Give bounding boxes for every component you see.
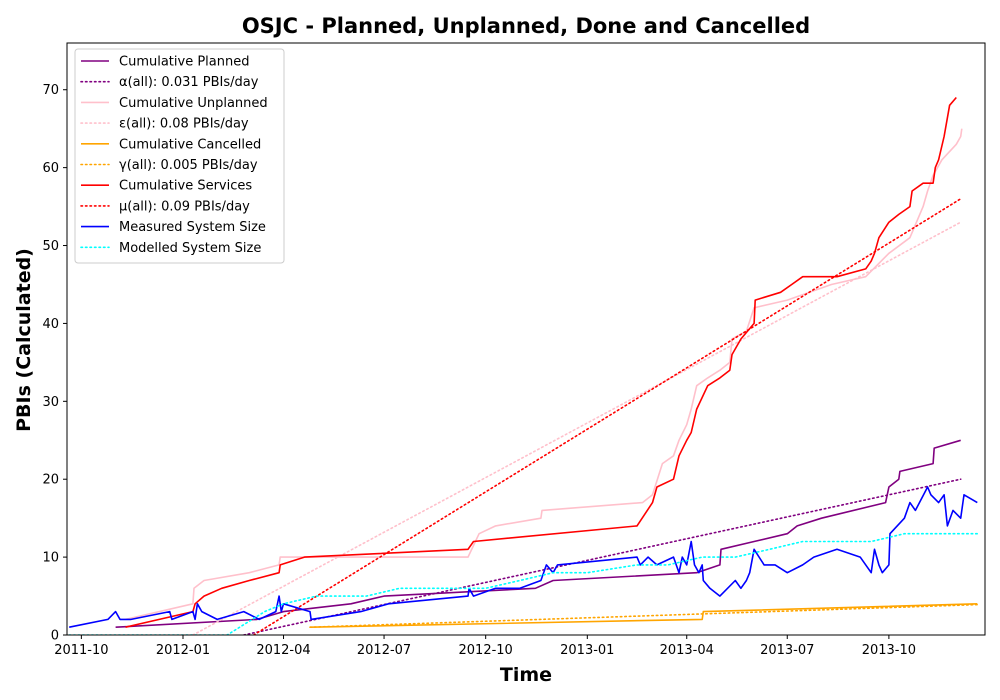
x-tick-label: 2012-10 xyxy=(459,643,513,658)
x-tick-label: 2013-07 xyxy=(760,643,814,658)
x-tick-label: 2013-04 xyxy=(660,643,714,658)
x-axis-label: Time xyxy=(500,664,552,686)
y-tick-label: 70 xyxy=(42,83,59,98)
y-tick-label: 40 xyxy=(42,317,59,332)
chart-title: OSJC - Planned, Unplanned, Done and Canc… xyxy=(242,14,810,38)
y-tick-label: 60 xyxy=(42,161,59,176)
legend-label: α(all): 0.031 PBIs/day xyxy=(119,75,259,90)
legend-label: Cumulative Cancelled xyxy=(119,137,261,152)
legend-label: μ(all): 0.09 PBIs/day xyxy=(119,199,250,214)
y-tick-label: 50 xyxy=(42,239,59,254)
y-tick-label: 10 xyxy=(42,551,59,566)
series-line-all-0-005-pbis-day xyxy=(309,603,979,628)
plot-frame xyxy=(66,42,986,636)
series-line-all-0-031-pbis-day xyxy=(243,478,962,635)
legend-label: Cumulative Unplanned xyxy=(119,96,268,111)
legend-box xyxy=(74,48,285,264)
legend: Cumulative Planned α(all): 0.031 PBIs/day… xyxy=(74,48,285,264)
legend-label: Measured System Size xyxy=(119,220,266,235)
legend-label: γ(all): 0.005 PBIs/day xyxy=(119,158,258,173)
y-tick-label: 0 xyxy=(51,629,59,644)
series-line-all-0-08-pbis-day xyxy=(192,221,962,635)
x-tick-label: 2012-01 xyxy=(156,643,210,658)
series-line-measured-system-size xyxy=(69,486,978,628)
series-line-cumulative-cancelled xyxy=(309,603,978,628)
legend-label: Cumulative Planned xyxy=(119,55,249,70)
x-tick-label: 2011-10 xyxy=(54,643,108,658)
y-tick-label: 30 xyxy=(42,395,59,410)
series-line-cumulative-planned xyxy=(115,439,961,628)
x-tick-label: 2012-07 xyxy=(357,643,411,658)
y-axis-label: PBIs (Calculated) xyxy=(13,248,35,432)
legend-label: ε(all): 0.08 PBIs/day xyxy=(119,117,249,132)
y-tick-label: 20 xyxy=(42,473,59,488)
series-line-all-0-09-pbis-day xyxy=(252,198,962,635)
axes: 2011-10 2012-01 2012-04 2012-07 2012-10 2013-… xyxy=(42,83,916,658)
legend-label: Modelled System Size xyxy=(119,241,261,256)
x-tick-label: 2012-04 xyxy=(256,643,310,658)
plot-area xyxy=(68,96,979,635)
x-tick-label: 2013-10 xyxy=(862,643,916,658)
series-line-modelled-system-size xyxy=(68,532,979,635)
series-line-cumulative-services xyxy=(125,96,957,628)
x-tick-label: 2013-01 xyxy=(560,643,614,658)
legend-label: Cumulative Services xyxy=(119,179,252,194)
